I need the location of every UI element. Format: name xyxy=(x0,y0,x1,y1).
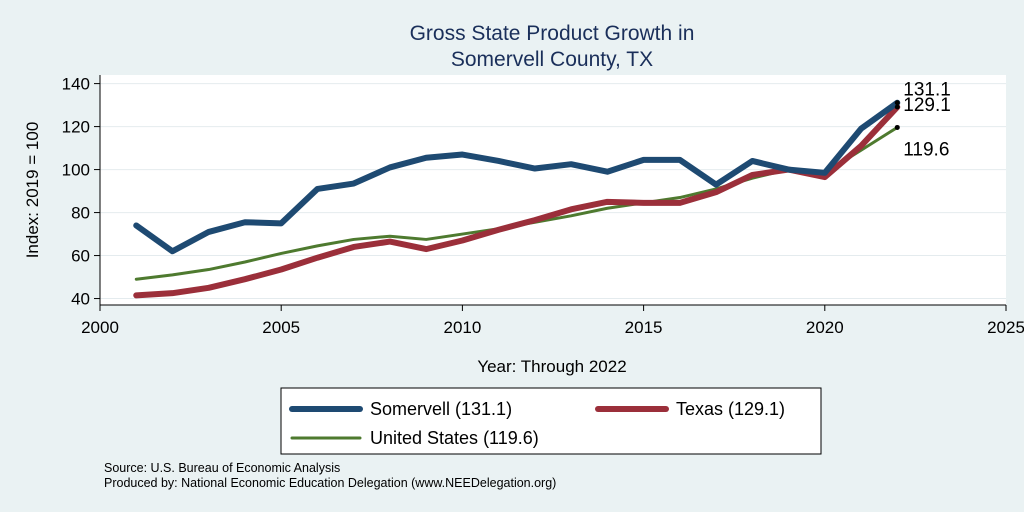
chart-title-line-2: Somervell County, TX xyxy=(451,48,653,71)
legend-item-0-label: Somervell (131.1) xyxy=(370,399,512,419)
y-axis-title: Index: 2019 = 100 xyxy=(23,122,42,259)
plot-area xyxy=(100,75,1006,305)
producer-note: Produced by: National Economic Education… xyxy=(104,476,556,490)
legend-box xyxy=(280,387,822,455)
x-tick-label-2015: 2015 xyxy=(625,318,663,337)
source-note: Source: U.S. Bureau of Economic Analysis xyxy=(104,461,340,475)
y-tick-label-60: 60 xyxy=(71,247,90,266)
x-tick-label-2025: 2025 xyxy=(987,318,1024,337)
end-label-somervell: 131.1 xyxy=(903,80,951,101)
y-tick-label-40: 40 xyxy=(71,290,90,309)
end-marker-texas xyxy=(894,104,900,110)
x-tick-label-2010: 2010 xyxy=(443,318,481,337)
end-label-texas: 129.1 xyxy=(903,95,951,116)
series-line-texas xyxy=(133,104,901,299)
legend: Somervell (131.1) Texas (129.1) United Sta… xyxy=(289,399,785,448)
x-tick-label-2020: 2020 xyxy=(806,318,844,337)
y-tick-label-100: 100 xyxy=(62,161,90,180)
series-lines xyxy=(133,99,901,299)
x-tick-label-2005: 2005 xyxy=(262,318,300,337)
x-tick-label-2000: 2000 xyxy=(81,318,119,337)
y-tick-label-140: 140 xyxy=(62,75,90,94)
legend-item-2-label: United States (119.6) xyxy=(370,428,539,448)
chart-title-line-1: Gross State Product Growth in xyxy=(410,22,695,45)
end-marker-somervell xyxy=(894,100,900,106)
axes: 40 60 80 100 120 140 2000 2005 2010 2015 2020 2025 xyxy=(62,75,1024,337)
end-label-united-states: 119.6 xyxy=(903,139,949,160)
y-tick-label-80: 80 xyxy=(71,204,90,223)
y-tick-label-120: 120 xyxy=(62,118,90,137)
x-axis-title: Year: Through 2022 xyxy=(477,357,626,376)
end-marker-united-states xyxy=(894,124,900,130)
legend-item-1-label: Texas (129.1) xyxy=(676,399,785,419)
series-line-somervell xyxy=(133,99,901,255)
